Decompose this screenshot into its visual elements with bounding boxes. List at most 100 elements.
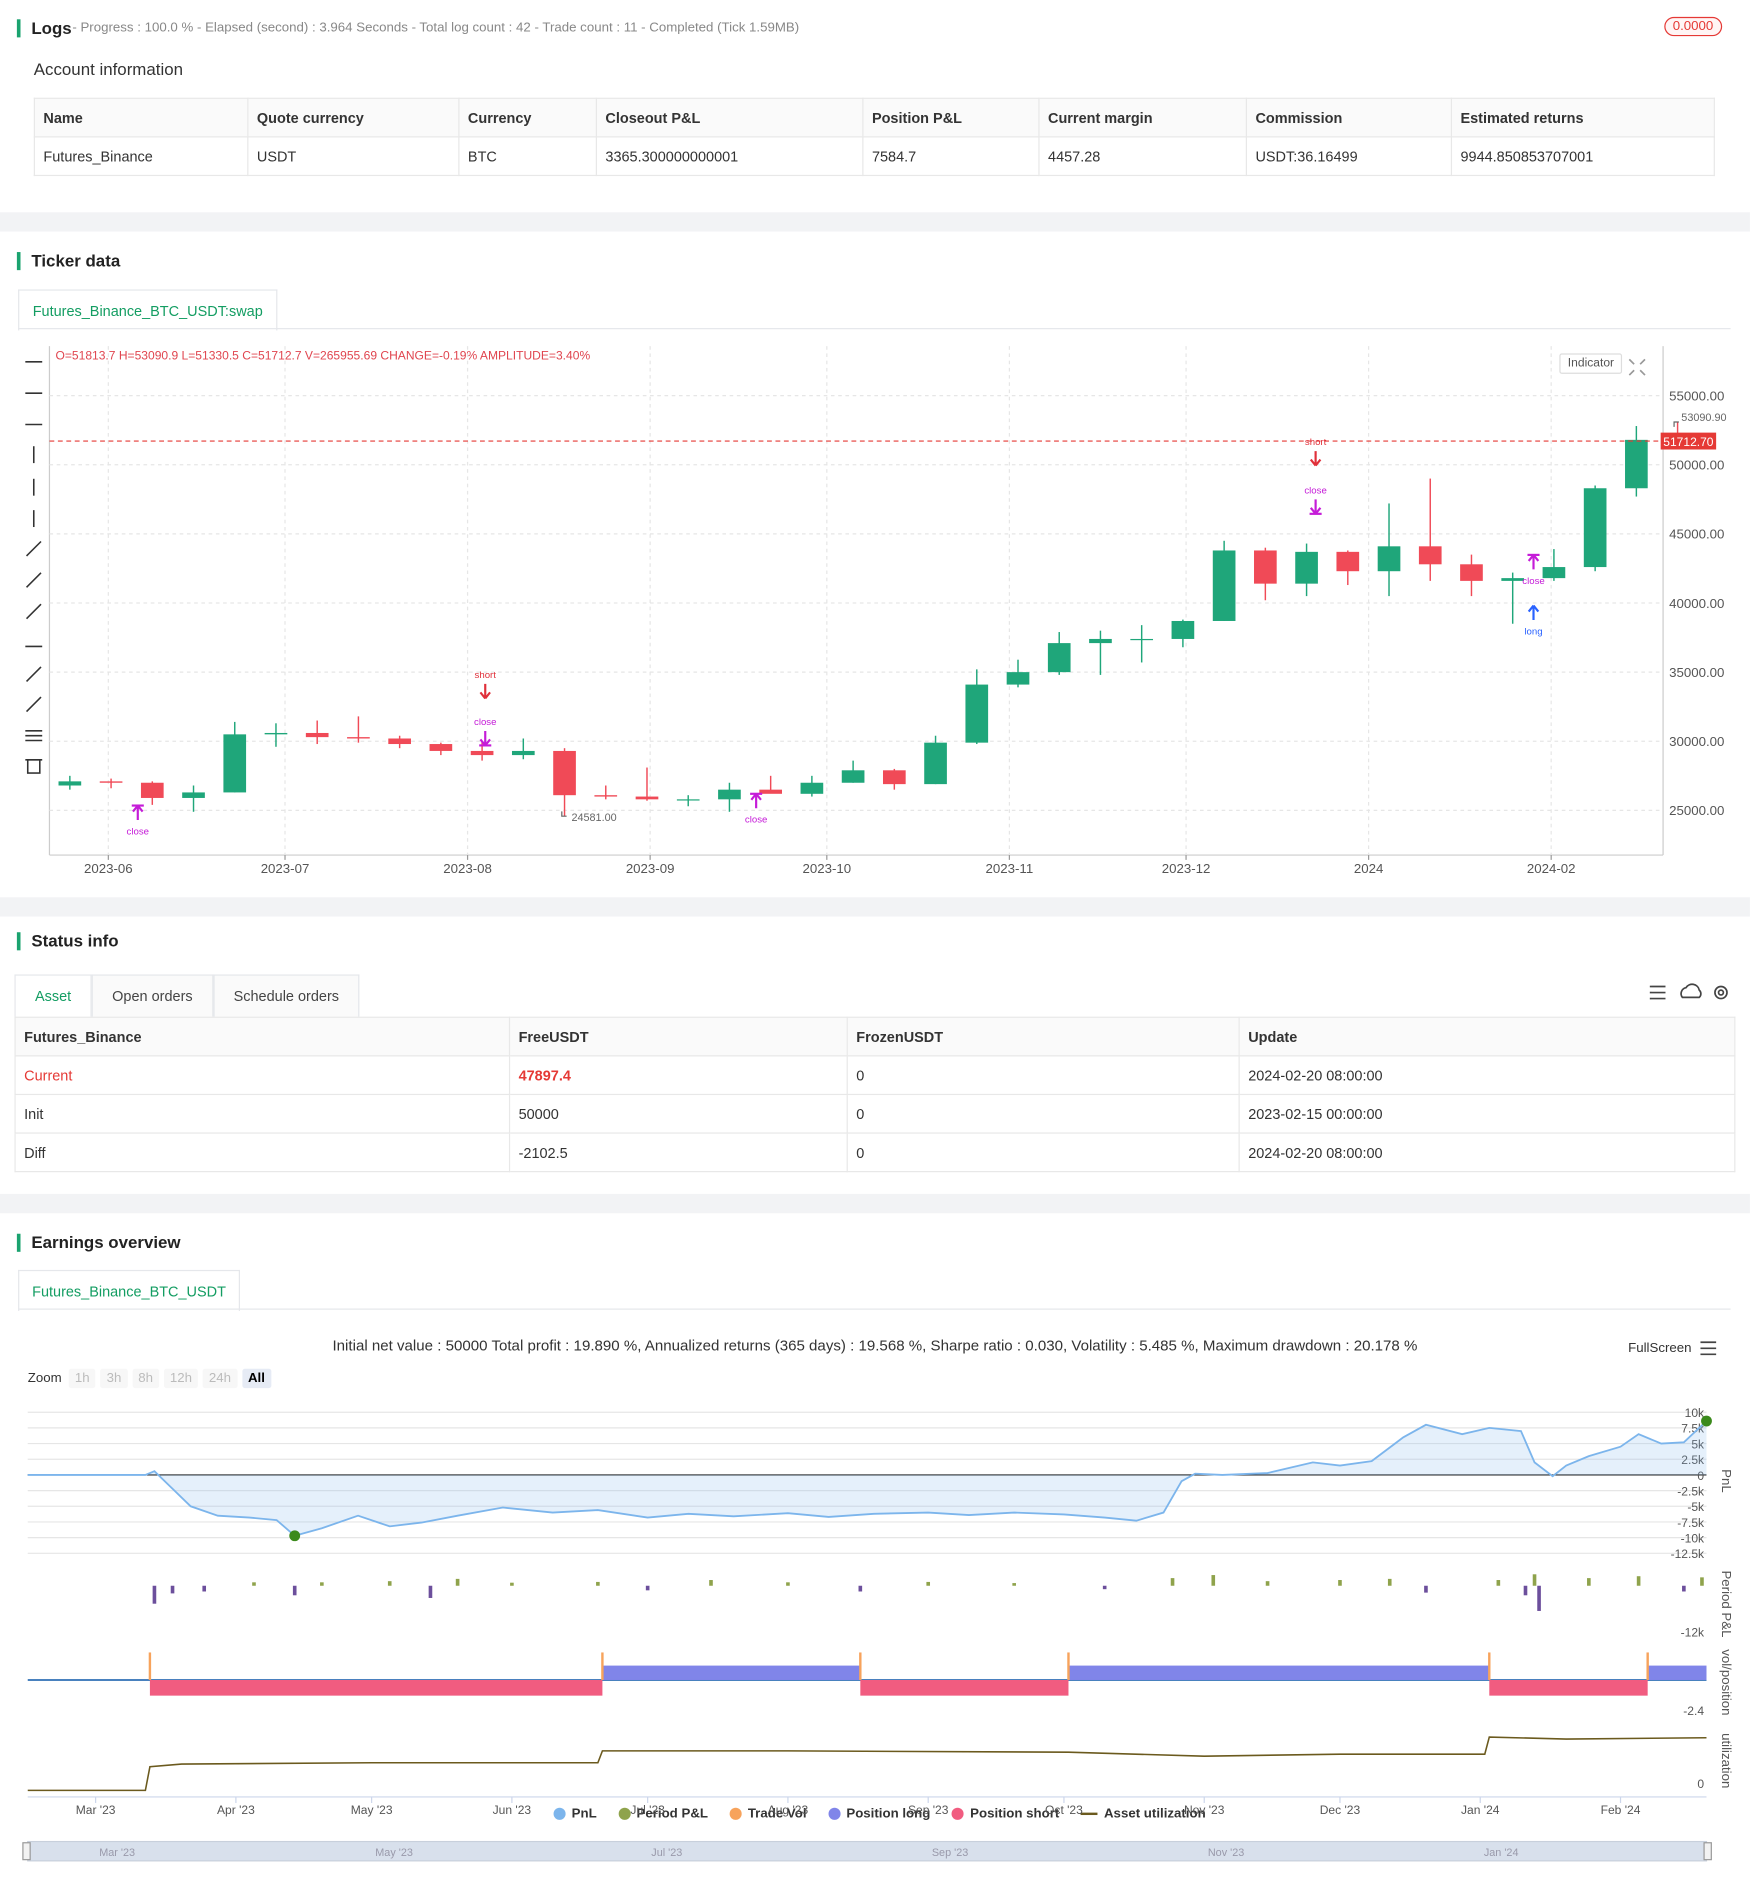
navigator-label: Nov '23 bbox=[1208, 1847, 1244, 1859]
period-bar bbox=[596, 1581, 600, 1586]
separator bbox=[0, 1193, 1750, 1214]
column-header: FreeUSDT bbox=[508, 1016, 848, 1057]
ticker-title: Ticker data bbox=[16, 251, 120, 271]
legend-label: Trade Vol bbox=[747, 1806, 807, 1822]
candle-body bbox=[676, 799, 700, 801]
last-price-box bbox=[1660, 432, 1717, 450]
candle-body bbox=[388, 738, 411, 745]
legend-item[interactable]: PnL bbox=[553, 1806, 597, 1822]
legend-item[interactable]: Position short bbox=[952, 1807, 1059, 1821]
x-tick-label: 2024 bbox=[1354, 861, 1383, 876]
header-row: Futures_Binance FreeUSDT FrozenUSDT Update bbox=[14, 1016, 1736, 1057]
y-tick-label: 40000.00 bbox=[1669, 596, 1724, 611]
candle-body bbox=[1418, 546, 1442, 565]
earnings-tab[interactable]: Futures_Binance_BTC_USDT bbox=[18, 1269, 240, 1311]
x-tick-label: Jun '23 bbox=[493, 1803, 532, 1817]
candle-body bbox=[924, 742, 947, 785]
status-tab[interactable]: Open orders bbox=[91, 974, 214, 1017]
legend-item[interactable]: Position long bbox=[828, 1807, 930, 1821]
high-label: 53090.90 bbox=[1681, 412, 1726, 424]
signal-arrow bbox=[1309, 451, 1322, 467]
fullscreen[interactable]: FullScreen bbox=[1628, 1341, 1692, 1356]
low-marker bbox=[561, 811, 567, 817]
signal-label: close bbox=[474, 717, 496, 728]
candle-body bbox=[1171, 620, 1195, 639]
x-tick-label: 2023-08 bbox=[443, 861, 492, 876]
navigator-label: May '23 bbox=[375, 1847, 413, 1859]
indicator-button[interactable]: Indicator bbox=[1559, 353, 1623, 374]
navigator-label: Jan '24 bbox=[1484, 1847, 1519, 1859]
period-bar bbox=[1211, 1575, 1216, 1586]
candle-body bbox=[347, 737, 370, 739]
period-bar bbox=[170, 1585, 175, 1594]
utilization-line bbox=[27, 1736, 1707, 1792]
x-tick-label: 2023-06 bbox=[84, 861, 133, 876]
cell: 2023-02-15 00:00:00 bbox=[1238, 1093, 1736, 1134]
candle-body bbox=[58, 781, 82, 786]
chart-frame bbox=[48, 346, 1664, 856]
candle-body bbox=[1130, 638, 1154, 641]
period-bar bbox=[252, 1582, 256, 1586]
period-bar bbox=[645, 1585, 650, 1591]
zoom-button[interactable]: 1h bbox=[68, 1368, 96, 1389]
legend-label: PnL bbox=[571, 1806, 597, 1822]
y-tick-label: -2.5k bbox=[1677, 1484, 1705, 1498]
position-short bbox=[860, 1679, 1069, 1696]
status-tab[interactable]: Schedule orders bbox=[213, 974, 360, 1017]
x-tick-label: 2023-12 bbox=[1162, 861, 1211, 876]
y-tick-label: 50000.00 bbox=[1669, 458, 1724, 473]
period-bar bbox=[455, 1578, 460, 1586]
cell: 4457.28 bbox=[1038, 136, 1248, 177]
candle-body bbox=[1460, 564, 1483, 581]
legend-label: Position long bbox=[846, 1806, 931, 1822]
legend-item[interactable]: Trade Vol bbox=[729, 1806, 807, 1822]
cell: 9944.850853707001 bbox=[1450, 136, 1715, 177]
tab-line bbox=[18, 1308, 1731, 1310]
zoom-button[interactable]: 12h bbox=[163, 1368, 199, 1389]
status-tab[interactable]: Asset bbox=[14, 974, 92, 1017]
candle-body bbox=[99, 781, 123, 783]
column-header: Quote currency bbox=[247, 97, 460, 138]
legend-item[interactable]: Period P&L bbox=[618, 1807, 708, 1821]
zoom-button[interactable]: 8h bbox=[132, 1368, 160, 1389]
cell: 0 bbox=[846, 1055, 1240, 1096]
candle-body bbox=[841, 770, 865, 783]
x-tick-label: Mar '23 bbox=[76, 1803, 116, 1817]
nav-handle bbox=[22, 1842, 31, 1861]
column-header: Current margin bbox=[1038, 97, 1248, 138]
row: Init 50000 0 2023-02-15 00:00:00 bbox=[14, 1093, 1736, 1134]
high-marker bbox=[1673, 421, 1679, 427]
cell: USDT:36.16499 bbox=[1245, 136, 1453, 177]
candle-body bbox=[470, 750, 494, 756]
candle-body bbox=[759, 789, 782, 794]
column-header: Estimated returns bbox=[1450, 97, 1715, 138]
ticker-tab[interactable]: Futures_Binance_BTC_USDT:swap bbox=[18, 289, 278, 331]
candle-body bbox=[1254, 550, 1277, 584]
period-bar bbox=[709, 1580, 713, 1586]
candle-body bbox=[1501, 578, 1525, 581]
position-long bbox=[1647, 1665, 1707, 1680]
zoom-button[interactable]: 24h bbox=[202, 1368, 238, 1389]
legend-item[interactable]: Asset utilization bbox=[1081, 1807, 1206, 1821]
y-tick-label: 0 bbox=[1697, 1777, 1704, 1791]
cell: 2024-02-20 08:00:00 bbox=[1238, 1132, 1736, 1173]
period-bar bbox=[1338, 1580, 1342, 1586]
zoom-bar: Zoom 1h 3h 8h 12h 24h All bbox=[28, 1368, 276, 1389]
cell: Diff bbox=[14, 1132, 511, 1173]
period-bar bbox=[1424, 1585, 1428, 1593]
zoom-button[interactable]: 3h bbox=[100, 1368, 128, 1389]
last-price-label: 51712.70 bbox=[1663, 435, 1714, 449]
axis-title: Period P&L bbox=[1719, 1570, 1734, 1637]
period-bar bbox=[320, 1582, 324, 1586]
status-table: Futures_Binance FreeUSDT FrozenUSDT Update C… bbox=[14, 1016, 1736, 1173]
cell: Futures_Binance bbox=[33, 136, 249, 177]
legend-label: Asset utilization bbox=[1103, 1806, 1206, 1822]
axis-title: utilization bbox=[1719, 1733, 1734, 1788]
period-bar bbox=[1700, 1577, 1704, 1586]
legend-swatch bbox=[553, 1807, 566, 1820]
period-bar bbox=[387, 1581, 392, 1586]
candle-body bbox=[718, 789, 741, 800]
zoom-button[interactable]: All bbox=[241, 1368, 271, 1389]
row: Futures_Binance USDT BTC 3365.300000000001 7… bbox=[33, 136, 1715, 177]
